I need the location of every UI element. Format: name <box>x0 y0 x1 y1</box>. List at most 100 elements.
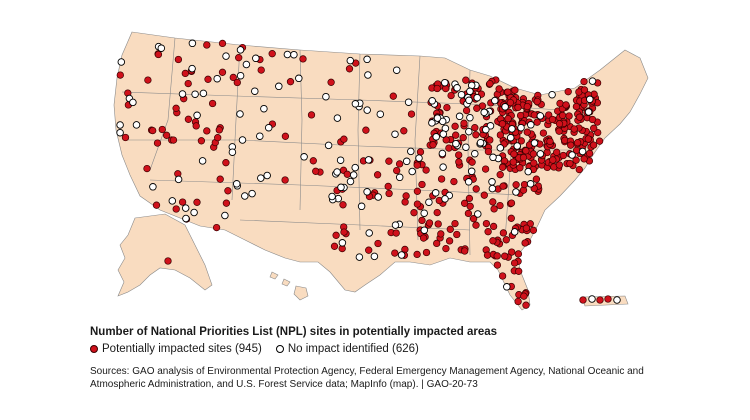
impacted-site-marker <box>281 132 290 140</box>
impacted-site-marker <box>455 158 463 166</box>
impacted-site-marker <box>595 137 604 145</box>
no-impact-site-marker <box>476 138 485 147</box>
impacted-site-marker <box>413 200 422 208</box>
no-impact-site-marker <box>364 156 373 164</box>
no-impact-site-marker <box>364 71 372 79</box>
no-impact-site-marker <box>221 211 229 220</box>
no-impact-site-marker <box>178 90 187 98</box>
impacted-site-marker <box>339 201 347 209</box>
impacted-site-marker <box>498 163 507 171</box>
legend: Potentially impacted sites (945) No impa… <box>90 343 433 355</box>
no-impact-site-marker <box>337 183 345 192</box>
no-impact-site-marker <box>467 167 476 176</box>
no-impact-site-marker <box>263 171 271 180</box>
impacted-site-marker <box>418 216 426 225</box>
impacted-site-marker <box>507 214 515 222</box>
impacted-site-marker <box>460 119 468 127</box>
impacted-site-marker <box>172 104 180 112</box>
impacted-site-marker <box>413 161 421 169</box>
no-impact-site-marker <box>488 184 497 193</box>
legend-title: Number of National Priorities List (NPL)… <box>90 326 498 338</box>
no-impact-site-marker <box>365 229 373 237</box>
impacted-site-marker <box>153 139 162 147</box>
impacted-site-marker <box>222 199 231 207</box>
impacted-site-marker <box>416 148 425 156</box>
impacted-site-marker <box>523 128 531 136</box>
no-impact-site-marker <box>181 204 190 212</box>
legend-label-impacted: Potentially impacted sites (945) <box>102 343 262 355</box>
impacted-site-marker <box>452 131 460 139</box>
impacted-site-marker <box>365 246 373 254</box>
impacted-site-marker <box>590 124 598 132</box>
impacted-site-marker <box>215 126 223 134</box>
impacted-site-marker <box>564 88 572 96</box>
impacted-site-marker <box>469 215 478 223</box>
no-impact-site-marker <box>351 163 359 172</box>
impacted-site-marker <box>504 88 512 96</box>
no-impact-site-marker <box>488 178 496 186</box>
no-impact-site-marker <box>346 56 355 65</box>
impacted-site-marker <box>472 131 480 139</box>
impacted-site-marker <box>385 157 393 165</box>
no-impact-site-marker <box>408 167 416 176</box>
no-impact-site-marker <box>391 130 399 138</box>
impacted-site-marker <box>393 166 401 175</box>
impacted-site-marker <box>573 139 582 147</box>
no-impact-site-marker <box>513 142 521 150</box>
no-impact-site-marker <box>588 77 597 85</box>
no-impact-site-marker <box>428 97 436 105</box>
impacted-site-marker <box>340 135 348 143</box>
impacted-site-marker <box>499 229 508 237</box>
impacted-site-marker <box>558 111 567 120</box>
no-impact-site-marker <box>415 154 423 162</box>
impacted-site-marker <box>214 134 222 142</box>
impacted-site-marker <box>585 149 594 158</box>
impacted-site-marker <box>218 39 227 48</box>
impacted-site-marker <box>184 115 193 123</box>
impacted-site-marker <box>450 177 458 186</box>
no-impact-site-marker <box>190 208 198 217</box>
impacted-site-marker <box>281 176 289 184</box>
no-impact-site-marker <box>526 180 535 188</box>
impacted-site-marker <box>447 91 455 100</box>
impacted-site-marker <box>413 250 421 259</box>
impacted-site-marker <box>222 159 230 167</box>
impacted-site-marker <box>268 50 276 58</box>
no-impact-site-marker <box>300 153 308 161</box>
no-impact-site-marker <box>374 193 382 201</box>
impacted-site-marker <box>502 236 510 244</box>
impacted-site-marker <box>589 141 598 149</box>
impacted-site-marker <box>385 189 393 198</box>
impacted-site-marker <box>309 157 317 165</box>
impacted-site-marker <box>496 201 504 210</box>
impacted-site-marker <box>509 158 517 166</box>
no-impact-site-marker <box>501 103 509 111</box>
no-impact-site-marker <box>420 226 429 234</box>
impacted-site-marker <box>464 209 473 218</box>
impacted-site-marker <box>193 198 201 206</box>
impacted-site-marker <box>471 124 479 132</box>
impacted-site-marker <box>152 201 161 209</box>
no-impact-site-marker <box>506 133 515 142</box>
impacted-site-marker <box>510 150 518 158</box>
no-impact-site-marker <box>466 87 474 96</box>
no-impact-site-marker <box>439 163 447 171</box>
no-impact-site-marker <box>191 90 199 98</box>
no-impact-site-marker <box>432 133 440 141</box>
impacted-site-marker <box>532 175 541 183</box>
no-impact-site-marker <box>236 46 245 54</box>
hawaii-land <box>293 285 309 301</box>
impacted-site-marker <box>212 223 221 232</box>
no-impact-site-marker <box>290 50 298 59</box>
impacted-site-marker <box>389 92 397 100</box>
impacted-site-marker <box>392 229 400 237</box>
no-impact-site-marker <box>404 98 413 106</box>
impacted-site-marker <box>422 248 431 257</box>
no-impact-site-marker <box>149 183 157 191</box>
impacted-site-marker <box>514 103 522 112</box>
no-impact-site-marker <box>199 89 208 98</box>
no-impact-site-marker <box>357 202 366 211</box>
impacted-site-marker <box>433 84 441 93</box>
no-impact-site-marker <box>236 71 245 80</box>
impacted-site-marker <box>116 71 124 79</box>
